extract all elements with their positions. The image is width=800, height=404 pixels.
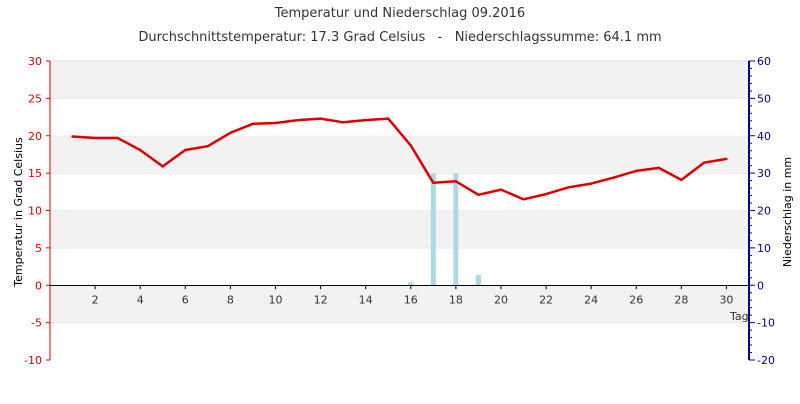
x-tick-label: 2 [92,293,99,306]
x-tick-label: 12 [314,293,328,306]
temperature-point [544,192,548,196]
background-band [50,247,749,286]
y-left-tick-label: 10 [28,205,42,218]
x-tick-label: 22 [539,293,553,306]
y-left-tick-label: 30 [28,55,42,68]
y-right-tick-label: 10 [757,242,771,255]
temperature-point [499,188,503,191]
y-axis-label-right: Niederschlag in mm [781,157,794,267]
y-right-tick-label: 50 [757,92,771,105]
temperature-point [296,118,300,122]
precipitation-bar [453,173,459,286]
temperature-point [612,176,615,179]
temperature-point [93,136,97,140]
temperature-point [589,182,593,185]
x-tick-label: 6 [182,293,189,306]
temperature-point [725,157,728,161]
temperature-point [387,117,390,120]
y-right-tick-label: 60 [757,55,771,68]
temperature-point [71,135,74,138]
x-ticks: 2 4 6 8 10 12 14 16 18 20 22 24 26 28 30 [92,285,733,306]
temperature-point [702,161,706,164]
y-right-tick-label: 40 [757,130,771,143]
precipitation-bars [408,173,481,286]
temperature-point [341,121,345,124]
temperature-point [274,121,277,125]
temperature-point [454,180,458,183]
y-axis-label-left: Temperatur in Grad Celsius [12,137,25,288]
background-band [50,322,749,360]
y-left-ticks: -10 -5 0 5 10 15 20 25 30 [24,55,50,367]
y-left-tick-label: 20 [28,130,42,143]
background-band [50,135,749,174]
chart-title: Temperatur und Niederschlag 09.2016 [274,6,525,21]
background-band [50,285,749,323]
temperature-point [522,198,525,201]
precipitation-bar [430,173,436,286]
temperature-point [567,186,570,189]
temperature-line [72,117,727,201]
x-tick-label: 18 [449,293,463,306]
temperature-point [251,122,255,125]
x-tick-label: 16 [404,293,418,306]
x-tick-label: 20 [494,293,508,306]
temperature-point [161,165,164,168]
precipitation-bar [408,282,414,286]
y-left-tick-label: 5 [35,242,42,255]
y-right-tick-label: -20 [757,354,775,367]
temperature-point [657,166,661,170]
y-left-tick-label: 25 [28,92,42,105]
y-right-ticks: -20 -10 0 10 20 30 40 50 60 [749,55,775,367]
x-tick-label: 30 [719,293,733,306]
background-band [50,210,749,248]
temperature-point [184,148,187,152]
temperature-line-group [71,117,728,201]
chart-subtitle: Durchschnittstemperatur: 17.3 Grad Celsi… [138,30,661,45]
temperature-point [116,136,119,140]
x-tick-label: 28 [674,293,688,306]
x-tick-label: 4 [137,293,144,306]
x-axis-label: Tag [729,310,749,323]
y-right-tick-label: 20 [757,205,771,218]
y-right-tick-label: 0 [757,279,764,292]
y-left-tick-label: -5 [31,317,42,330]
y-left-tick-label: -10 [24,354,42,367]
temperature-point [138,148,142,152]
x-tick-label: 14 [359,293,373,306]
temperature-point [364,118,367,122]
y-right-tick-label: 30 [757,167,771,180]
background-band [50,98,749,136]
precipitation-bar [475,274,481,286]
temperature-point [319,117,322,120]
x-tick-label: 10 [268,293,282,306]
temperature-point [477,193,480,197]
temperature-point [206,145,210,148]
background-band [50,61,749,99]
temperature-point [680,178,683,182]
y-right-tick-label: -10 [757,317,775,330]
background-band [50,173,749,211]
y-left-tick-label: 0 [35,279,42,292]
temperature-point [409,144,412,147]
temperature-point [432,181,435,185]
background-bands [50,60,749,360]
x-tick-label: 26 [629,293,643,306]
x-tick-label: 8 [227,293,234,306]
x-tick-label: 24 [584,293,598,306]
y-left-tick-label: 15 [28,167,42,180]
temperature-point [229,131,232,134]
temperature-point [635,169,638,173]
